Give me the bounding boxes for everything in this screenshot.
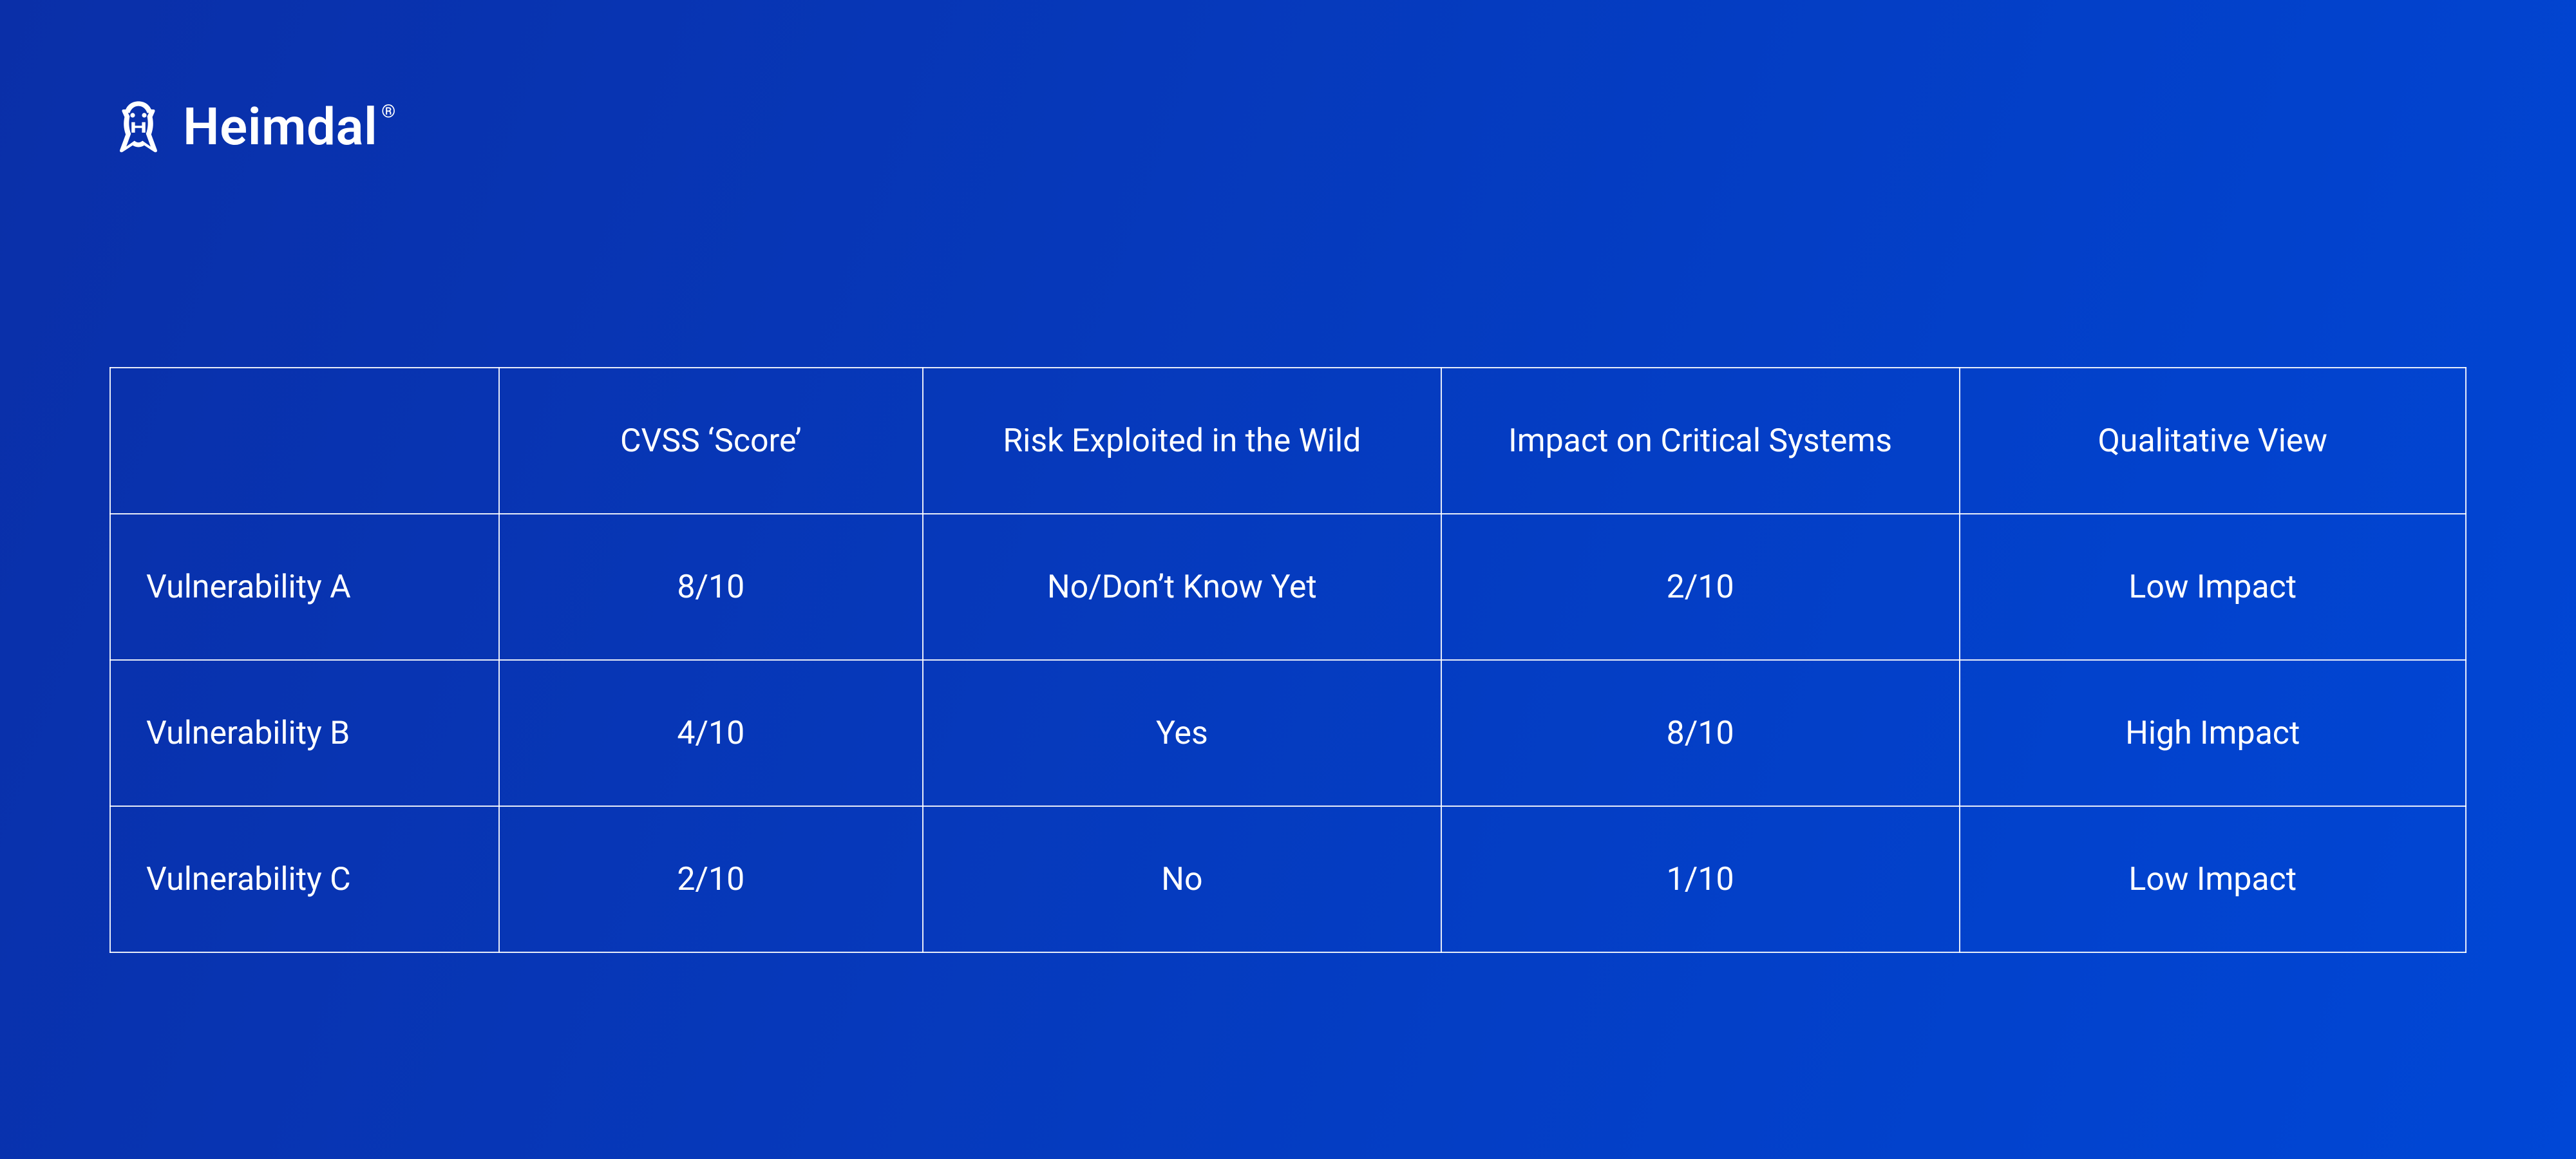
slide: Heimdal® CVSS ‘Score’ Risk Exploited in …	[0, 0, 2576, 1159]
cell-risk: No/Don’t Know Yet	[923, 514, 1441, 660]
cell-cvss: 2/10	[499, 806, 923, 952]
cell-qualitative: High Impact	[1960, 660, 2467, 806]
table-row: Vulnerability A 8/10 No/Don’t Know Yet 2…	[110, 514, 2466, 660]
column-header-empty	[110, 368, 499, 514]
heimdal-icon	[109, 98, 167, 156]
brand-name-text: Heimdal	[183, 97, 377, 157]
row-label: Vulnerability C	[110, 806, 499, 952]
column-header-qualitative: Qualitative View	[1960, 368, 2467, 514]
cell-qualitative: Low Impact	[1960, 806, 2467, 952]
brand-name: Heimdal®	[183, 97, 392, 157]
cell-impact: 2/10	[1441, 514, 1960, 660]
vulnerability-table-container: CVSS ‘Score’ Risk Exploited in the Wild …	[109, 367, 2467, 953]
cell-risk: Yes	[923, 660, 1441, 806]
cell-impact: 8/10	[1441, 660, 1960, 806]
vulnerability-table: CVSS ‘Score’ Risk Exploited in the Wild …	[109, 367, 2467, 953]
cell-impact: 1/10	[1441, 806, 1960, 952]
column-header-impact: Impact on Critical Systems	[1441, 368, 1960, 514]
row-label: Vulnerability A	[110, 514, 499, 660]
trademark-symbol: ®	[381, 100, 396, 122]
cell-cvss: 4/10	[499, 660, 923, 806]
cell-risk: No	[923, 806, 1441, 952]
table-header-row: CVSS ‘Score’ Risk Exploited in the Wild …	[110, 368, 2466, 514]
row-label: Vulnerability B	[110, 660, 499, 806]
brand-logo: Heimdal®	[109, 97, 392, 157]
column-header-risk: Risk Exploited in the Wild	[923, 368, 1441, 514]
cell-cvss: 8/10	[499, 514, 923, 660]
cell-qualitative: Low Impact	[1960, 514, 2467, 660]
column-header-cvss: CVSS ‘Score’	[499, 368, 923, 514]
table-row: Vulnerability B 4/10 Yes 8/10 High Impac…	[110, 660, 2466, 806]
table-row: Vulnerability C 2/10 No 1/10 Low Impact	[110, 806, 2466, 952]
